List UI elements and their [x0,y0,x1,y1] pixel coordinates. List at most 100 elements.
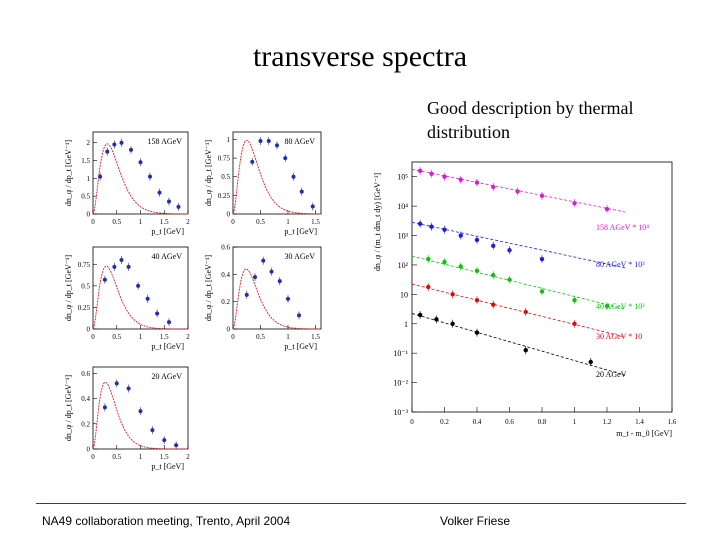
y-tick-label: 10⁴ [397,202,408,211]
footer-rule [36,503,686,504]
x-tick-label: 1 [139,218,143,226]
data-point [275,143,279,148]
y-axis-label: dn_φ / dp_t [GeV⁻¹] [204,140,213,206]
fit-curve [232,268,321,330]
y-tick-label: 0.25 [218,192,231,200]
spectra-figure: 0 0.5 1 1.5 2 0 0.5 1 1.5 2 158 AGeV p_t [GeV] dn_φ … [64,131,677,471]
series-point [523,309,528,315]
data-point [286,296,290,301]
series-point [434,317,439,322]
data-point [126,264,131,269]
series-point [426,256,431,262]
series-point [426,284,431,290]
series-point [491,184,496,190]
x-tick-label: 1 [139,333,143,341]
y-tick-label: 10 [400,290,408,299]
panel-frame [232,246,322,330]
series-point [539,193,545,199]
series-point [450,321,455,326]
data-point [155,311,160,316]
description-line-1: Good description by thermal [427,98,634,118]
y-tick-label: 0.25 [78,304,91,312]
y-axis-label: dn_φ / dp_t [GeV⁻¹] [64,255,73,321]
data-point [138,160,143,165]
series-point [474,237,480,243]
data-point [297,313,301,318]
series-point [572,298,577,303]
data-point [98,174,103,179]
data-point [105,149,110,154]
series-point [442,174,447,179]
data-point [299,189,304,194]
x-tick-label: 1.5 [311,333,320,341]
x-tick-label: 1.5 [311,218,320,226]
series-point [604,303,610,309]
x-tick-label: 1.5 [160,333,169,341]
series-point [523,348,528,353]
data-point [136,283,141,288]
x-tick-label: 0.6 [505,418,514,426]
y-tick-label: 10⁵ [397,173,408,182]
series-point [417,168,423,174]
x-tick-label: 1 [286,333,290,341]
y-tick-label: 10² [398,261,409,270]
y-tick-label: 0.2 [221,298,230,306]
series-fit-line [411,221,626,269]
data-point [266,138,271,143]
x-tick-label: 1.6 [668,418,677,426]
x-axis-label: p_t [GeV] [151,227,184,236]
x-tick-label: 0.5 [256,218,265,226]
data-point [310,204,315,209]
x-tick-label: 0 [410,418,414,426]
slide-title: transverse spectra [252,40,468,73]
description: Good description by thermal distribution [427,96,697,144]
series-label: 20 AGeV [596,370,627,379]
series-point [458,264,463,269]
y-tick-label: 0.5 [81,193,90,201]
x-tick-label: 1.4 [635,418,644,426]
data-point [119,140,124,145]
y-tick-label: 0.4 [81,395,90,403]
y-tick-label: 0.6 [81,370,90,378]
x-tick-label: 0.5 [112,333,121,341]
y-tick-label: 1 [404,320,408,329]
y-tick-label: 0 [227,326,231,334]
fit-curve [92,143,188,215]
series-point [474,268,480,274]
y-axis-label: dn_φ / (m_t dm_t dy) [GeV⁻²] [373,173,382,271]
y-tick-label: 1.5 [81,157,90,165]
series-point [442,227,447,232]
series-point [572,321,577,326]
y-tick-label: 2 [87,139,91,147]
y-tick-label: 0.75 [218,155,231,163]
data-point [258,138,263,143]
data-point [167,199,171,204]
data-point [244,292,249,297]
x-tick-label: 1 [286,218,290,226]
y-tick-label: 0.5 [81,282,90,290]
panel-title: 80 AGeV [285,137,316,146]
series-point [450,292,455,297]
panel-title: 20 AGeV [152,372,183,381]
data-point [148,174,152,179]
y-axis-label: dn_φ / dp_t [GeV⁻¹] [64,140,73,206]
series-point [539,256,545,262]
footer-author: Volker Friese [440,514,511,528]
x-axis-label: p_t [GeV] [151,342,184,351]
y-axis-label: dn_φ / dp_t [GeV⁻¹] [64,375,73,441]
x-tick-label: 0 [231,218,235,226]
x-tick-label: 0 [91,218,95,226]
series-point [507,277,512,282]
data-point [162,438,167,443]
data-point [157,190,162,195]
panel-title: 30 AGeV [285,252,316,261]
series-point [417,221,423,226]
data-point [126,386,131,391]
data-point [167,320,171,325]
x-axis-label: p_t [GeV] [284,227,317,236]
x-tick-label: 0 [231,333,235,341]
x-tick-label: 2 [186,218,190,226]
data-point [176,204,181,209]
series-point [491,302,496,307]
x-tick-label: 0.5 [256,333,265,341]
